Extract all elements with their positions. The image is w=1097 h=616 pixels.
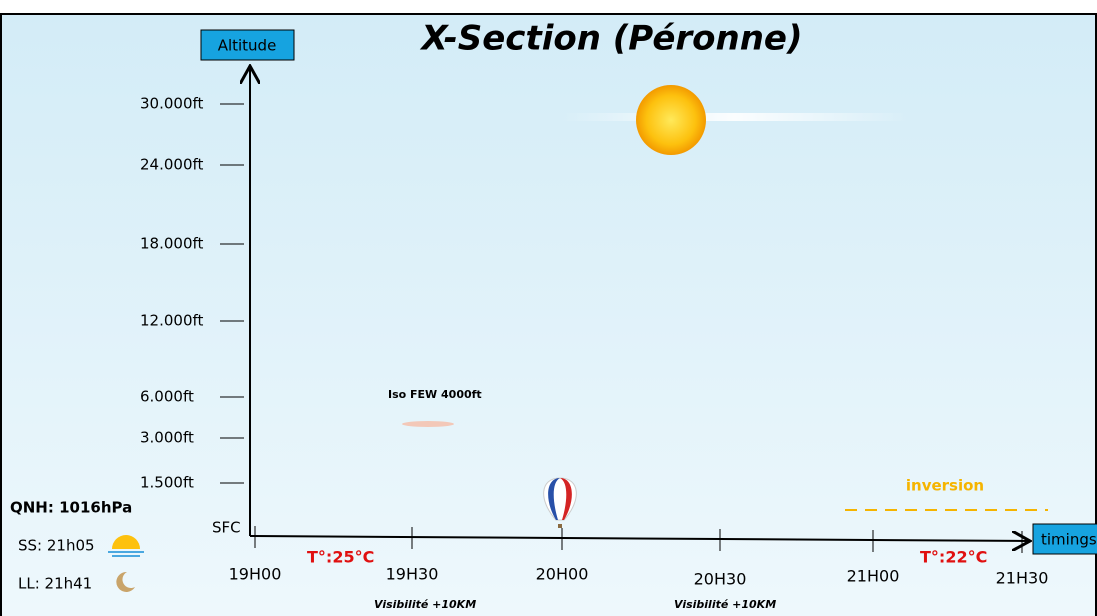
x-tick-label: 19H30 xyxy=(386,565,439,584)
sun xyxy=(636,85,706,155)
balloon xyxy=(543,477,577,528)
x-tick-label: 20H30 xyxy=(694,570,747,589)
moon: LL: 21h41 xyxy=(18,575,92,593)
sun-haze xyxy=(560,113,910,121)
temp-end: T°:22°C xyxy=(920,548,987,567)
y-tick-label: 18.000ft xyxy=(140,235,204,253)
cloud-label: Iso FEW 4000ft xyxy=(388,388,482,401)
y-tick-label: 1.500ft xyxy=(140,474,194,492)
y-tick-label: SFC xyxy=(212,519,241,537)
y-tick-label: 6.000ft xyxy=(140,388,194,406)
y-tick-label: 30.000ft xyxy=(140,95,204,113)
x-tick-label: 20H00 xyxy=(536,565,589,584)
x-tick-label: 21H00 xyxy=(847,567,900,586)
x-tick-label: 19H00 xyxy=(229,565,282,584)
temp-start: T°:25°C xyxy=(307,548,374,567)
cloud xyxy=(402,421,454,427)
qnh: QNH: 1016hPa xyxy=(10,499,132,517)
inversion-label: inversion xyxy=(906,477,984,495)
sky xyxy=(0,14,1097,616)
visibility: Visibilité +10KM xyxy=(374,598,476,611)
visibility: Visibilité +10KM xyxy=(674,598,776,611)
title: X-Section (Péronne) xyxy=(419,19,802,59)
x-tick-label: 21H30 xyxy=(996,569,1049,588)
y-tick-label: 12.000ft xyxy=(140,312,204,330)
sunset: SS: 21h05 xyxy=(18,537,95,555)
x-axis xyxy=(249,536,1028,541)
x-axis-label-box xyxy=(1032,523,1097,555)
sunset-icon xyxy=(108,535,144,557)
y-axis-label: Altitude xyxy=(218,37,277,55)
y-axis-label-box xyxy=(200,29,295,61)
x-axis-label: timings xyxy=(1041,531,1097,549)
y-tick-label: 24.000ft xyxy=(140,156,204,174)
y-tick-label: 3.000ft xyxy=(140,429,194,447)
moon-icon xyxy=(116,571,135,592)
